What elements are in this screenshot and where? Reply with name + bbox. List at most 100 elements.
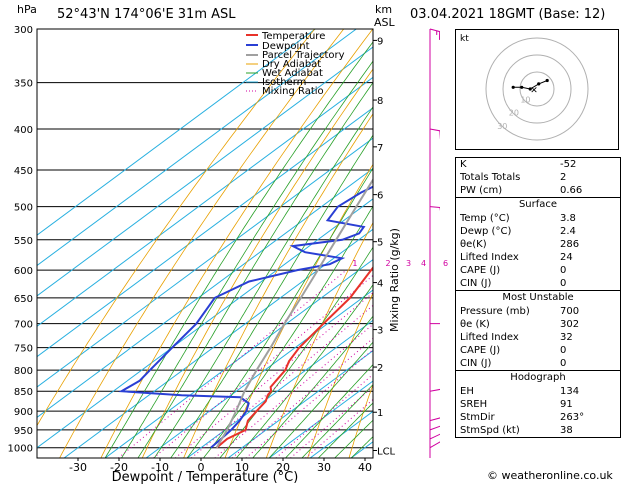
- copyright-label: © weatheronline.co.uk: [487, 469, 613, 482]
- hodo-eh-value: 134: [560, 386, 580, 397]
- mu-row: CIN (J) 0: [456, 357, 620, 370]
- hodo-stmspd-label: StmSpd (kt): [460, 425, 520, 436]
- dry-adiabat-line: [141, 68, 373, 458]
- mu-row: Lifted Index 32: [456, 331, 620, 344]
- hodograph-ring: [485, 37, 589, 141]
- altitude-tick-label: 1: [377, 408, 383, 419]
- pressure-tick-label: 850: [14, 387, 33, 398]
- hodograph-unit-label: kt: [460, 34, 469, 44]
- mu-pressure-value: 700: [560, 306, 580, 317]
- altitude-tick-label: 2: [377, 363, 383, 374]
- isotherm-line: [104, 258, 373, 458]
- surface-li-label: Lifted Index: [460, 252, 519, 263]
- altitude-tick-label: 5: [377, 238, 383, 249]
- indices-panel: K -52 Totals Totals 2 PW (cm) 0.66 Surfa…: [455, 157, 621, 438]
- pressure-tick-label: 700: [14, 320, 33, 331]
- mixing-ratio-label: 1: [352, 259, 357, 268]
- hodograph-point: [511, 85, 515, 89]
- surface-cin-value: 0: [560, 278, 567, 289]
- hodo-row: EH 134: [456, 385, 620, 398]
- plot-frame: [36, 28, 374, 459]
- pressure-tick-label: 400: [14, 125, 33, 136]
- altitude-tick-label: 6: [377, 191, 383, 202]
- legend-isotherm: Isotherm: [262, 77, 306, 88]
- index-pw-label: PW (cm): [460, 185, 503, 196]
- wind-barb: [429, 206, 440, 211]
- legend-temperature: Temperature: [261, 31, 325, 42]
- dry-adiabat-line: [183, 113, 373, 458]
- wet-adiabat-line: [170, 134, 373, 458]
- isotherm-line: [37, 137, 373, 388]
- mixing-ratio-line: [275, 373, 373, 458]
- altitude-tick-label: 4: [377, 279, 383, 290]
- dry-adiabat-line: [307, 291, 373, 458]
- mixing-ratio-line: [231, 337, 373, 458]
- legend-mixing-ratio: Mixing Ratio: [262, 86, 324, 97]
- temp-tick-label: 0: [198, 461, 205, 474]
- surface-dewp-label: Dewp (°C): [460, 226, 512, 237]
- wet-adiabat-line: [153, 106, 373, 458]
- surface-thetae-label: θe(K): [460, 239, 487, 250]
- wet-adiabat-line: [186, 167, 373, 458]
- wet-adiabat-line: [236, 284, 373, 458]
- index-pw-row: PW (cm) 0.66: [456, 184, 620, 197]
- legend-parcel: Parcel Trajectory: [262, 50, 345, 61]
- isotherm-line: [37, 198, 373, 449]
- hodograph-frame: [455, 29, 619, 150]
- temp-tick-label: -10: [151, 461, 169, 474]
- pressure-tick-label: 300: [14, 25, 33, 36]
- isotherm-line: [37, 29, 316, 236]
- wind-barb: [429, 417, 440, 422]
- wet-adiabat-line: [203, 205, 373, 458]
- wind-barb: [429, 441, 440, 449]
- pressure-tick-label: 600: [14, 266, 33, 277]
- wind-barb: [429, 388, 440, 392]
- dry-adiabat-line: [37, 29, 316, 427]
- index-k-label: K: [460, 159, 467, 170]
- altitude-tick-label: 8: [377, 96, 383, 107]
- hodo-row: StmSpd (kt) 38: [456, 424, 620, 437]
- location-label: 52°43'N 174°06'E 31m ASL: [57, 7, 236, 22]
- mu-pressure-label: Pressure (mb): [460, 306, 530, 317]
- wet-adiabat-line: [268, 341, 373, 458]
- hodograph-storm-marker: ✕: [530, 86, 538, 96]
- altitude-tick-label: LCL: [377, 446, 396, 457]
- mixing-ratio-axis-label: Mixing Ratio (g/kg): [388, 228, 401, 332]
- isotherm-line: [37, 107, 373, 358]
- mu-cape-label: CAPE (J): [460, 345, 501, 356]
- isotherm-line: [63, 228, 373, 458]
- mu-cin-label: CIN (J): [460, 358, 492, 369]
- isotherm-line: [268, 380, 373, 458]
- pressure-tick-label: 500: [14, 203, 33, 214]
- mixing-ratio-line: [245, 348, 373, 458]
- surface-dewp-value: 2.4: [560, 226, 576, 237]
- altitude-tick-label: 3: [377, 326, 383, 337]
- mu-thetae-label: θe (K): [460, 319, 490, 330]
- legend-wet-adiabat: Wet Adiabat: [262, 68, 323, 79]
- wet-adiabat-line: [104, 41, 373, 458]
- hodo-eh-label: EH: [460, 386, 474, 397]
- surface-row: θe(K) 286: [456, 238, 620, 251]
- wind-barb: [429, 28, 440, 40]
- dry-adiabat-line: [59, 29, 345, 458]
- hodograph-ring-label: 10: [520, 95, 530, 104]
- isotherm-line: [145, 289, 373, 458]
- mu-cin-value: 0: [560, 358, 567, 369]
- surface-li-value: 24: [560, 252, 573, 263]
- mixing-ratio-line: [214, 323, 373, 458]
- surface-temp-value: 3.8: [560, 213, 576, 224]
- hodo-sreh-value: 91: [560, 399, 573, 410]
- hodograph-point: [520, 85, 524, 89]
- x-axis-label: Dewpoint / Temperature (°C): [112, 470, 299, 485]
- hodograph-ring-label: 20: [509, 109, 519, 118]
- legend: Temperature Dewpoint Parcel Trajectory D…: [246, 31, 345, 97]
- pressure-tick-label: 550: [14, 236, 33, 247]
- surface-row: Dewp (°C) 2.4: [456, 225, 620, 238]
- wet-adiabat-line: [121, 60, 373, 458]
- hodo-stmspd-value: 38: [560, 425, 573, 436]
- dewpoint-line: [118, 185, 373, 449]
- pressure-tick-label: 450: [14, 166, 33, 177]
- temp-tick-label: 20: [276, 461, 290, 474]
- mu-row: θe (K) 302: [456, 318, 620, 331]
